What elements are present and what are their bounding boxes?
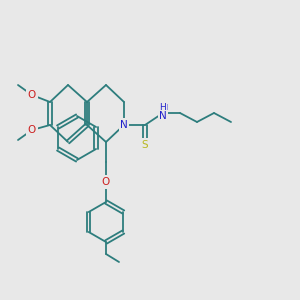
Text: O: O bbox=[28, 90, 36, 100]
Text: O: O bbox=[28, 125, 36, 135]
Text: H: H bbox=[161, 104, 169, 114]
Text: O: O bbox=[102, 177, 110, 187]
Text: N: N bbox=[157, 111, 165, 121]
Text: N: N bbox=[120, 120, 128, 130]
Text: O: O bbox=[28, 125, 36, 135]
Text: S: S bbox=[142, 140, 148, 150]
Text: O: O bbox=[28, 90, 36, 100]
Text: N: N bbox=[159, 111, 167, 121]
Text: O: O bbox=[102, 177, 110, 187]
Text: S: S bbox=[142, 140, 148, 150]
Text: N: N bbox=[120, 120, 128, 130]
Text: H: H bbox=[160, 103, 167, 112]
